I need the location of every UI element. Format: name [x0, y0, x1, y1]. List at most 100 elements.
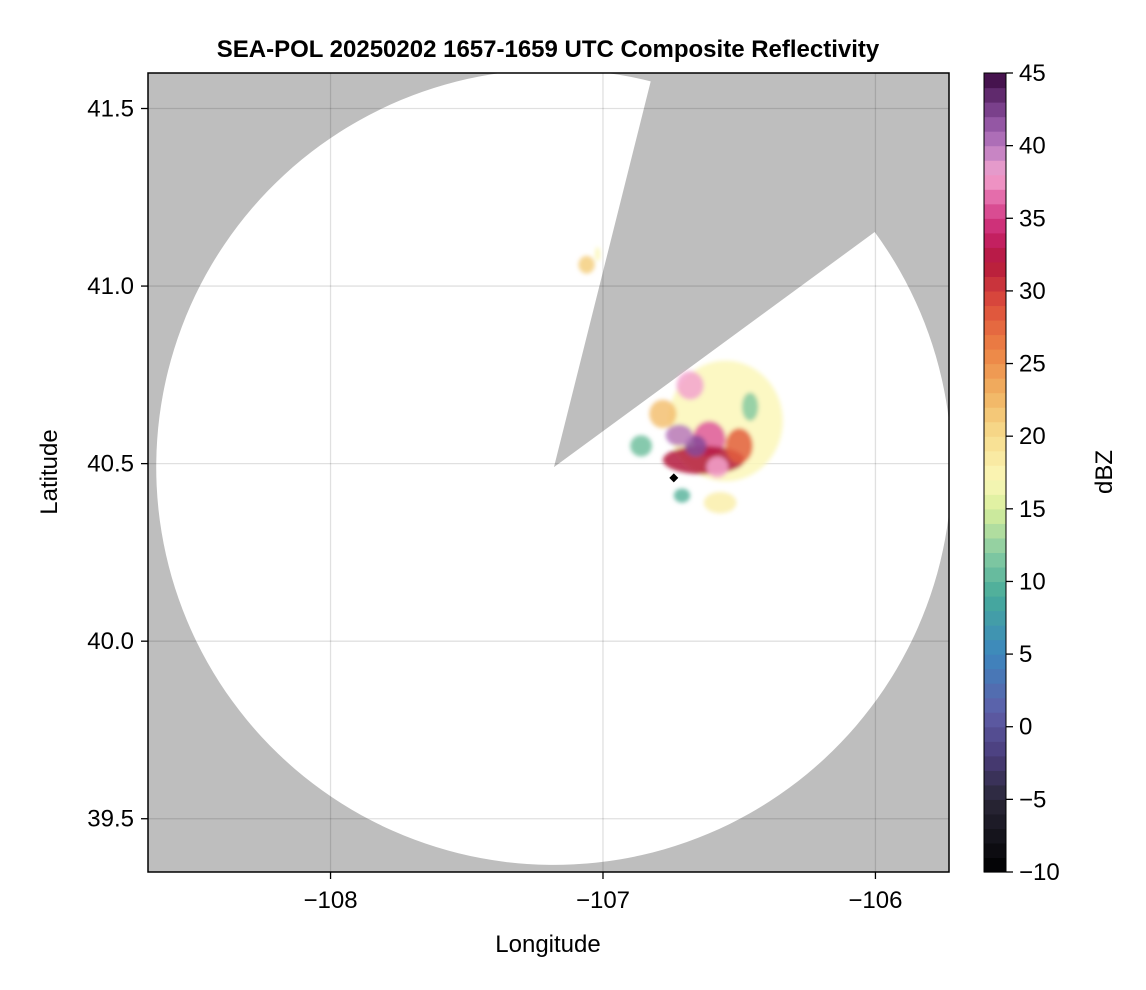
colorbar-band	[984, 784, 1006, 800]
colorbar-band	[984, 755, 1006, 771]
colorbar-band	[984, 799, 1006, 815]
colorbar-band	[984, 595, 1006, 612]
diamond-marker-icon	[669, 473, 679, 483]
colorbar-band	[984, 363, 1006, 379]
x-tick-label: −108	[304, 887, 358, 914]
colorbar-tick-label: 5	[1019, 641, 1032, 668]
colorbar-band	[984, 712, 1006, 728]
colorbar-band	[984, 639, 1006, 655]
colorbar-band	[984, 276, 1006, 292]
colorbar-band	[984, 436, 1006, 452]
colorbar-band	[984, 610, 1006, 626]
colorbar-band	[984, 407, 1006, 423]
reflectivity-echoes	[578, 247, 783, 514]
colorbar-band	[984, 450, 1006, 466]
colorbar-band	[984, 770, 1006, 786]
colorbar-band	[984, 654, 1006, 670]
colorbar-tick-label: 45	[1019, 60, 1046, 87]
colorbar-band	[984, 218, 1006, 234]
echo-cell	[630, 435, 653, 457]
colorbar-tick-label: −5	[1019, 786, 1046, 813]
colorbar-band	[984, 102, 1006, 118]
y-tick-label: 41.0	[87, 273, 134, 300]
y-tick-label: 41.5	[87, 96, 134, 123]
colorbar-band	[984, 741, 1006, 757]
colorbar-band	[984, 537, 1006, 553]
colorbar-band	[984, 465, 1006, 481]
y-axis-ticks: 39.5 40.0 40.5 41.0 41.5	[87, 96, 148, 833]
colorbar-band	[984, 625, 1006, 641]
colorbar: −10 −5 0 5 10 15 20 25 30 35 40 45	[983, 60, 1060, 886]
colorbar-band	[984, 160, 1006, 176]
plot-area	[147, 72, 950, 873]
echo-cell	[578, 255, 595, 274]
colorbar-band	[984, 378, 1006, 394]
colorbar-band	[984, 552, 1006, 568]
colorbar-tick-label: 0	[1019, 714, 1032, 741]
x-tick-label: −107	[576, 887, 630, 914]
colorbar-tick-label: 10	[1019, 568, 1046, 595]
x-axis-label: Longitude	[495, 931, 600, 958]
colorbar-ticks: −10 −5 0 5 10 15 20 25 30 35 40 45	[1006, 60, 1060, 886]
x-tick-label: −106	[848, 887, 902, 914]
colorbar-band	[984, 349, 1006, 365]
echo-cell	[725, 428, 753, 464]
echo-cell	[676, 371, 704, 400]
colorbar-band	[984, 116, 1006, 132]
colorbar-band	[984, 131, 1006, 147]
colorbar-band	[984, 566, 1006, 583]
echo-cell	[665, 424, 693, 446]
colorbar-tick-label: 25	[1019, 351, 1046, 378]
colorbar-tick-label: 30	[1019, 278, 1046, 305]
radar-coverage-area	[156, 73, 949, 865]
plot-frame	[147, 72, 950, 873]
colorbar-band	[984, 189, 1006, 205]
colorbar-band	[984, 494, 1006, 510]
colorbar-band	[984, 842, 1006, 859]
colorbar-band	[984, 668, 1006, 684]
colorbar-band	[984, 683, 1006, 699]
colorbar-band	[984, 305, 1006, 321]
y-tick-label: 40.5	[87, 451, 134, 478]
y-axis-label: Latitude	[36, 429, 63, 514]
colorbar-tick-label: 40	[1019, 133, 1046, 160]
y-tick-label: 39.5	[87, 806, 134, 833]
colorbar-band	[984, 508, 1006, 524]
grid-lines	[148, 73, 949, 872]
echo-cell	[649, 399, 677, 429]
colorbar-band	[984, 697, 1006, 713]
colorbar-band	[984, 334, 1006, 350]
colorbar-band	[984, 813, 1006, 830]
colorbar-band	[984, 479, 1006, 495]
colorbar-frame	[983, 72, 1007, 873]
colorbar-band	[984, 421, 1006, 437]
colorbar-tick-label: 15	[1019, 496, 1046, 523]
echo-cell	[703, 492, 737, 514]
y-tick-label: 40.0	[87, 628, 134, 655]
colorbar-band	[984, 392, 1006, 408]
colorbar-band	[984, 828, 1006, 844]
colorbar-band	[984, 290, 1006, 307]
colorbar-band	[984, 203, 1006, 219]
colorbar-band	[984, 581, 1006, 597]
echo-cell	[741, 392, 759, 422]
colorbar-tick-label: 35	[1019, 205, 1046, 232]
colorbar-band	[984, 261, 1006, 277]
colorbar-band	[984, 87, 1006, 103]
colorbar-bands	[984, 73, 1006, 873]
colorbar-tick-label: −10	[1019, 859, 1060, 886]
colorbar-tick-label: 20	[1019, 423, 1046, 450]
colorbar-band	[984, 174, 1006, 190]
colorbar-band	[984, 73, 1006, 89]
colorbar-band	[984, 247, 1006, 263]
chart-title: SEA-POL 20250202 1657-1659 UTC Composite…	[217, 36, 880, 63]
echo-cell	[594, 247, 601, 262]
x-axis-ticks: −108 −107 −106	[304, 872, 902, 914]
echo-cell	[706, 456, 729, 478]
colorbar-band	[984, 523, 1006, 539]
colorbar-label: dBZ	[1091, 450, 1118, 494]
colorbar-band	[984, 145, 1006, 161]
colorbar-band	[984, 232, 1006, 248]
echo-cell	[673, 488, 691, 503]
